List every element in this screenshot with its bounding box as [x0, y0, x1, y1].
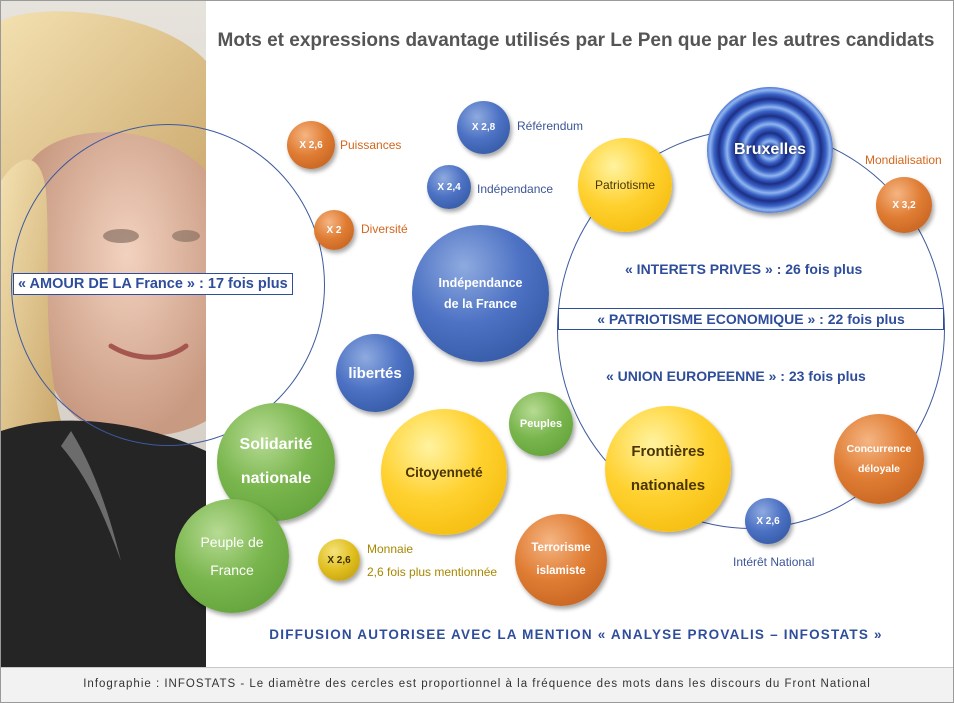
left-ring [11, 124, 325, 446]
bubble-independance-france: Indépendance de la France [412, 225, 549, 362]
label-monnaie: Monnaie [367, 542, 414, 556]
footer-bar: Infographie : INFOSTATS - Le diamètre de… [1, 667, 953, 702]
label-monnaie-note: 2,6 fois plus mentionnée [367, 565, 498, 579]
label-interet-national: Intérêt National [733, 555, 815, 569]
bubble-x26-puissances: X 2,6 [287, 121, 335, 169]
quote-patriotisme-economique: « PATRIOTISME ECONOMIQUE » : 22 fois plu… [558, 308, 944, 330]
bubble-frontieres-nationales: Frontières nationales [605, 406, 731, 532]
bubble-x2-diversite: X 2 [314, 210, 354, 250]
bubble-x24-independance: X 2,4 [427, 165, 471, 209]
label-diversite: Diversité [361, 222, 408, 236]
bubble-concurrence-deloyale: Concurrence déloyale [834, 414, 924, 504]
bubble-citoyennete: Citoyenneté [381, 409, 507, 535]
bubble-x26-monnaie: X 2,6 [318, 539, 360, 581]
bubble-peuples: Peuples [509, 392, 573, 456]
bubble-terrorisme-islamiste: Terrorisme islamiste [515, 514, 607, 606]
bubble-patriotisme: Patriotisme [578, 138, 672, 232]
quote-amour-france: « AMOUR DE LA France » : 17 fois plus [13, 273, 293, 295]
label-puissances: Puissances [340, 138, 402, 152]
bubble-peuple-de-france: Peuple de France [175, 499, 289, 613]
label-independance: Indépendance [477, 182, 554, 196]
diffusion-notice: DIFFUSION AUTORISEE AVEC LA MENTION « AN… [269, 627, 883, 642]
page-title: Mots et expressions davantage utilisés p… [217, 30, 935, 51]
bubble-libertes: libertés [336, 334, 414, 412]
bubble-x32-mondialisation: X 3,2 [876, 177, 932, 233]
quote-union-europeenne: « UNION EUROPEENNE » : 23 fois plus [606, 368, 866, 384]
label-mondialisation: Mondialisation [865, 153, 942, 167]
label-referendum: Référendum [517, 119, 584, 133]
bubble-x28-referendum: X 2,8 [457, 101, 510, 154]
bubble-x26-interet-national: X 2,6 [745, 498, 791, 544]
footer-caption: Infographie : INFOSTATS - Le diamètre de… [83, 678, 871, 690]
quote-interets-prives: « INTERETS PRIVES » : 26 fois plus [625, 261, 863, 277]
bubble-bruxelles: Bruxelles [707, 87, 833, 213]
